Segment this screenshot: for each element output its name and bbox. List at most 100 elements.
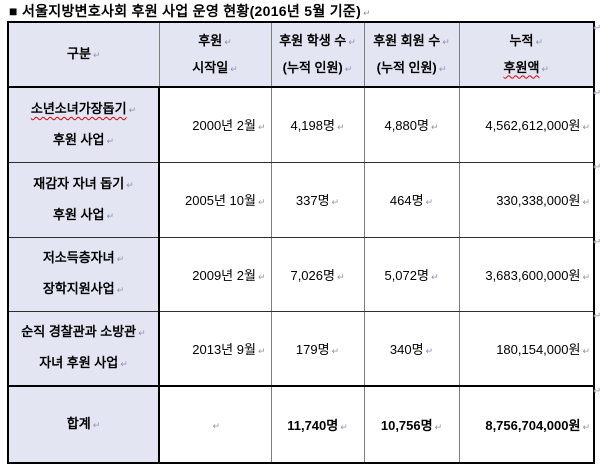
start-date-value: 2005년 10월 — [185, 193, 256, 208]
amount-value: 4,562,612,000원 — [485, 118, 581, 134]
total-students-cell: 11,740명 ↵ — [270, 385, 365, 464]
members-count-value: 5,072명 — [384, 267, 429, 283]
total-amount-value: 8,756,704,000원 — [485, 418, 581, 433]
paragraph-mark-icon: ↵ — [425, 345, 434, 356]
amount-value: 180,154,000원 — [496, 341, 581, 357]
start-date-cell: 2009년 2월 ↵ — [158, 236, 272, 312]
paragraph-mark-icon: ↵ — [106, 210, 114, 221]
header-amount-line1: 누적 — [509, 32, 534, 48]
row-label-line1: 재감자 자녀 돕기 — [33, 175, 125, 191]
header-amount-line2-misspelled: 후원액 — [503, 59, 540, 75]
paragraph-mark-icon: ↵ — [348, 36, 356, 47]
title-text: ■ 서울지방변호사회 후원 사업 운영 현황(2016년 5월 기준) — [9, 3, 362, 19]
paragraph-mark-icon: ↵ — [116, 285, 125, 295]
header-students-line2: (누적 인원) — [282, 59, 343, 75]
paragraph-mark-icon: ↵ — [92, 50, 101, 60]
header-cell-amount: 누적 ↵ 후원액 ↵ — [458, 21, 595, 88]
paragraph-mark-icon: ↵ — [331, 345, 340, 356]
start-date-cell: 2013년 9월 ↵ — [158, 310, 272, 387]
paragraph-mark-icon: ↵ — [257, 197, 266, 207]
table-header-row: 구분 ↵ 후원 ↵ 시작일 ↵ 후원 학생 수 ↵ (누적 인원) ↵ 후원 회원 수 ↵ … — [7, 21, 595, 88]
paragraph-mark-icon: ↵ — [430, 271, 439, 282]
row-end-mark-icon: ↵ — [593, 162, 600, 173]
students-count-value: 7,026명 — [290, 267, 335, 283]
paragraph-mark-icon: ↵ — [363, 8, 371, 18]
paragraph-mark-icon: ↵ — [116, 254, 125, 264]
students-count-value: 179명 — [295, 341, 330, 357]
row-label-line2: 후원 사업 — [53, 206, 105, 222]
paragraph-mark-icon: ↵ — [92, 420, 101, 430]
paragraph-mark-icon: ↵ — [344, 63, 353, 74]
paragraph-mark-icon: ↵ — [224, 36, 232, 47]
paragraph-mark-icon: ↵ — [336, 271, 345, 282]
paragraph-mark-icon: ↵ — [582, 122, 590, 133]
paragraph-mark-icon: ↵ — [257, 122, 266, 133]
header-members-line1: 후원 회원 수 — [373, 32, 441, 48]
paragraph-mark-icon: ↵ — [582, 422, 590, 432]
header-start-line1: 후원 — [198, 32, 223, 48]
paragraph-mark-icon: ↵ — [138, 328, 146, 339]
paragraph-mark-icon: ↵ — [442, 36, 450, 47]
paragraph-mark-icon: ↵ — [257, 271, 266, 282]
students-count-value: 4,198명 — [290, 118, 335, 134]
amount-cell: 3,683,600,000원 ↵ — [458, 236, 595, 312]
row-end-mark-icon: ↵ — [593, 88, 600, 99]
total-amount-cell: 8,756,704,000원 ↵ — [458, 385, 595, 464]
paragraph-mark-icon: ↵ — [582, 345, 590, 356]
paragraph-mark-icon: ↵ — [212, 421, 221, 431]
paragraph-mark-icon: ↵ — [438, 63, 447, 74]
members-count-cell: 5,072명 ↵ — [363, 236, 460, 312]
paragraph-mark-icon: ↵ — [541, 63, 549, 74]
row-end-mark-icon: ↵ — [593, 386, 600, 397]
total-students-value: 11,740명 — [287, 418, 339, 433]
row-label-line2: 자녀 후원 사업 — [39, 355, 119, 371]
header-cell-members: 후원 회원 수 ↵ (누적 인원) ↵ — [363, 21, 460, 88]
amount-cell: 180,154,000원 ↵ — [458, 310, 595, 387]
students-count-cell: 179명 ↵ — [270, 310, 365, 387]
row-label-line2: 장학지원사업 — [42, 281, 115, 296]
document-title: ■ 서울지방변호사회 후원 사업 운영 현황(2016년 5월 기준) ↵ — [9, 1, 371, 21]
paragraph-mark-icon: ↵ — [106, 135, 114, 146]
row-label-line1: 순직 경찰관과 소방관 — [21, 324, 137, 340]
amount-value: 330,338,000원 — [496, 193, 581, 208]
row-label-line1-misspelled: 소년소녀가장돕기 — [30, 100, 127, 116]
paragraph-mark-icon: ↵ — [126, 179, 134, 190]
row-label-cell: 순직 경찰관과 소방관 ↵ 자녀 후원 사업 ↵ — [7, 310, 160, 387]
row-end-mark-icon: ↵ — [593, 23, 600, 34]
members-count-value: 464명 — [389, 193, 424, 208]
paragraph-mark-icon: ↵ — [425, 197, 434, 207]
start-date-value: 2013년 9월 — [192, 341, 256, 357]
table-row-fallen-officers-children: 순직 경찰관과 소방관 ↵ 자녀 후원 사업 ↵ 2013년 9월 ↵ 179명 ↵ 3… — [7, 310, 595, 387]
start-date-cell: 2005년 10월 ↵ — [158, 161, 272, 238]
paragraph-mark-icon: ↵ — [257, 345, 266, 356]
start-date-value: 2000년 2월 — [192, 118, 256, 134]
table-total-row: 합계 ↵ ↵ 11,740명 ↵ 10,756명 ↵ 8,756,704,000원 ↵ — [7, 385, 595, 464]
paragraph-mark-icon: ↵ — [535, 36, 543, 47]
header-students-line1: 후원 학생 수 — [279, 32, 347, 48]
paragraph-mark-icon: ↵ — [120, 359, 128, 370]
paragraph-mark-icon: ↵ — [582, 197, 590, 207]
total-members-value: 10,756명 — [380, 418, 433, 433]
row-end-mark-icon: ↵ — [593, 311, 600, 322]
start-date-value: 2009년 2월 — [192, 267, 256, 283]
paragraph-mark-icon: ↵ — [336, 122, 345, 133]
header-members-line2: (누적 인원) — [376, 59, 437, 75]
table-row-low-income-scholarship: 저소득층자녀 ↵ 장학지원사업 ↵ 2009년 2월 ↵ 7,026명 ↵ 5,072명… — [7, 236, 595, 312]
paragraph-mark-icon: ↵ — [230, 63, 238, 74]
paragraph-mark-icon: ↵ — [128, 104, 137, 115]
header-cell-category: 구분 ↵ — [7, 21, 160, 88]
paragraph-mark-icon: ↵ — [582, 271, 590, 282]
row-label-cell: 저소득층자녀 ↵ 장학지원사업 ↵ — [7, 236, 160, 312]
row-label-line1: 저소득층자녀 — [42, 250, 115, 265]
header-cell-students: 후원 학생 수 ↵ (누적 인원) ↵ — [270, 21, 365, 88]
header-start-line2: 시작일 — [192, 59, 229, 75]
total-label: 합계 — [66, 416, 91, 431]
amount-cell: 4,562,612,000원 ↵ — [458, 86, 595, 163]
students-count-cell: 7,026명 ↵ — [270, 236, 365, 312]
row-label-line2: 후원 사업 — [53, 131, 105, 147]
members-count-cell: 340명 ↵ — [363, 310, 460, 387]
members-count-value: 340명 — [389, 341, 424, 357]
table-row-inmates-children: 재감자 자녀 돕기 ↵ 후원 사업 ↵ 2005년 10월 ↵ 337명 ↵ 464명 ↵… — [7, 161, 595, 238]
members-count-cell: 464명 ↵ — [363, 161, 460, 238]
